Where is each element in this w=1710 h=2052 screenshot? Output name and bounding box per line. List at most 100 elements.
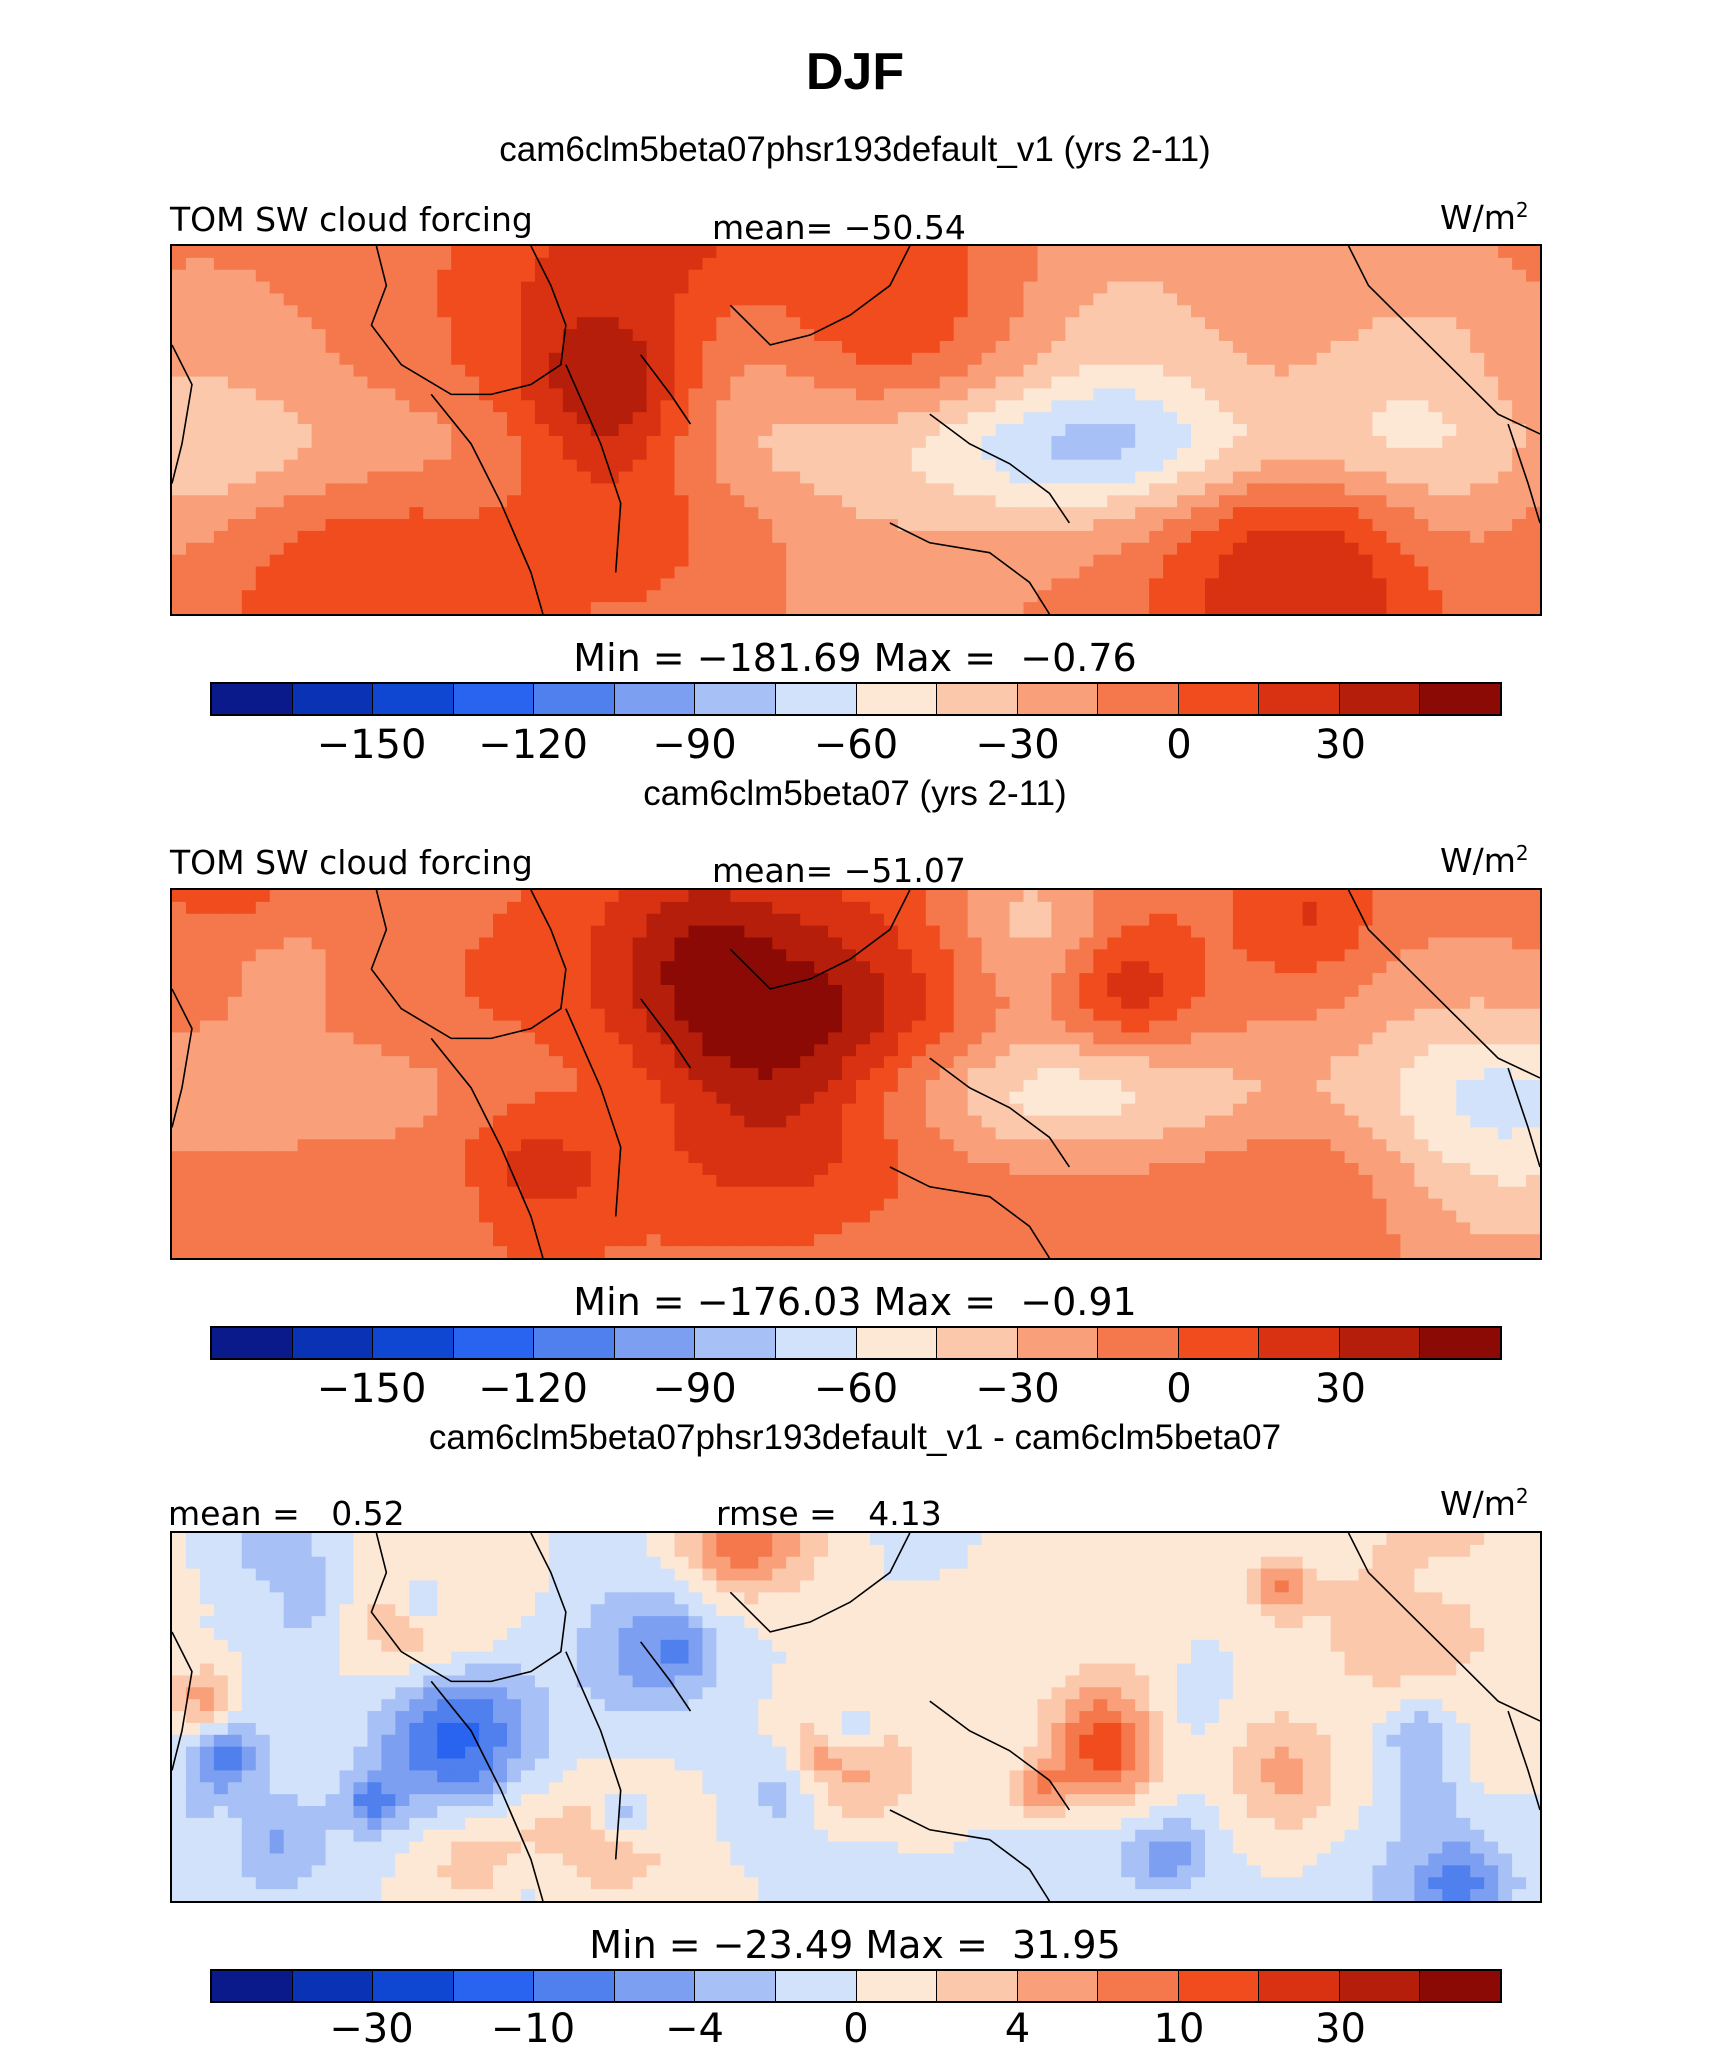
- field-cell: [647, 1044, 662, 1056]
- field-cell: [228, 602, 243, 614]
- field-cell: [340, 602, 355, 614]
- field-cell: [1177, 1056, 1192, 1068]
- field-cell: [800, 926, 815, 938]
- field-cell: [1261, 985, 1276, 997]
- field-cell: [1093, 1009, 1108, 1021]
- field-cell: [535, 531, 550, 543]
- panel-1-variable: TOM SW cloud forcing: [170, 200, 533, 239]
- field-cell: [340, 329, 355, 341]
- field-cell: [591, 270, 606, 282]
- field-cell: [451, 400, 466, 412]
- field-cell: [1010, 926, 1025, 938]
- field-cell: [856, 400, 871, 412]
- field-cell: [591, 1032, 606, 1044]
- field-cell: [758, 997, 773, 1009]
- field-cell: [1205, 543, 1220, 555]
- field-cell: [326, 495, 341, 507]
- field-cell: [409, 890, 424, 902]
- field-cell: [898, 282, 913, 294]
- field-cell: [312, 448, 327, 460]
- field-cell: [1163, 388, 1178, 400]
- field-cell: [1289, 937, 1304, 949]
- field-cell: [186, 448, 201, 460]
- field-cell: [1037, 1104, 1052, 1116]
- field-cell: [577, 483, 592, 495]
- field-cell: [940, 388, 955, 400]
- field-cell: [912, 567, 927, 579]
- field-cell: [1331, 1009, 1346, 1021]
- field-cell: [702, 258, 717, 270]
- field-cell: [172, 1056, 187, 1068]
- field-cell: [1414, 317, 1429, 329]
- field-cell: [1247, 472, 1262, 484]
- field-cell: [228, 997, 243, 1009]
- field-cell: [661, 495, 676, 507]
- field-cell: [1247, 412, 1262, 424]
- field-cell: [256, 353, 271, 365]
- field-cell: [298, 590, 313, 602]
- field-cell: [1303, 997, 1318, 1009]
- field-cell: [1177, 293, 1192, 305]
- field-cell: [479, 495, 494, 507]
- field-cell: [926, 555, 941, 567]
- field-cell: [563, 567, 578, 579]
- field-cell: [1456, 590, 1471, 602]
- field-cell: [940, 377, 955, 389]
- field-cell: [298, 555, 313, 567]
- field-cell: [1107, 377, 1122, 389]
- field-cell: [1121, 519, 1136, 531]
- field-cell: [1135, 400, 1150, 412]
- field-cell: [1121, 353, 1136, 365]
- field-cell: [200, 483, 215, 495]
- field-cell: [1163, 460, 1178, 472]
- field-cell: [1107, 1068, 1122, 1080]
- field-cell: [549, 890, 564, 902]
- field-cell: [730, 329, 745, 341]
- field-cell: [1247, 282, 1262, 294]
- field-cell: [1442, 519, 1457, 531]
- field-cell: [200, 973, 215, 985]
- field-cell: [1191, 567, 1206, 579]
- field-cell: [591, 973, 606, 985]
- field-cell: [437, 258, 452, 270]
- field-cell: [340, 1104, 355, 1116]
- field-cell: [465, 412, 480, 424]
- field-cell: [675, 483, 690, 495]
- field-cell: [800, 270, 815, 282]
- field-cell: [968, 377, 983, 389]
- field-cell: [1093, 436, 1108, 448]
- field-cell: [1261, 282, 1276, 294]
- field-cell: [842, 448, 857, 460]
- field-cell: [1205, 519, 1220, 531]
- field-cell: [1135, 949, 1150, 961]
- field-cell: [270, 353, 285, 365]
- field-cell: [465, 365, 480, 377]
- field-cell: [535, 949, 550, 961]
- field-cell: [1345, 602, 1360, 614]
- field-cell: [521, 997, 536, 1009]
- field-cell: [381, 1092, 396, 1104]
- field-cell: [772, 329, 787, 341]
- field-cell: [1107, 926, 1122, 938]
- field-cell: [186, 937, 201, 949]
- field-cell: [702, 317, 717, 329]
- field-cell: [451, 926, 466, 938]
- field-cell: [1303, 1009, 1318, 1021]
- field-cell: [1400, 448, 1415, 460]
- field-cell: [1135, 590, 1150, 602]
- field-cell: [1037, 365, 1052, 377]
- field-cell: [298, 400, 313, 412]
- field-cell: [1484, 1092, 1499, 1104]
- field-cell: [661, 483, 676, 495]
- field-cell: [744, 914, 759, 926]
- field-cell: [1484, 973, 1499, 985]
- field-cell: [884, 1009, 899, 1021]
- field-cell: [493, 961, 508, 973]
- field-cell: [716, 377, 731, 389]
- field-cell: [1428, 460, 1443, 472]
- field-cell: [409, 543, 424, 555]
- field-cell: [1386, 961, 1401, 973]
- field-cell: [451, 365, 466, 377]
- field-cell: [1414, 353, 1429, 365]
- field-cell: [256, 1032, 271, 1044]
